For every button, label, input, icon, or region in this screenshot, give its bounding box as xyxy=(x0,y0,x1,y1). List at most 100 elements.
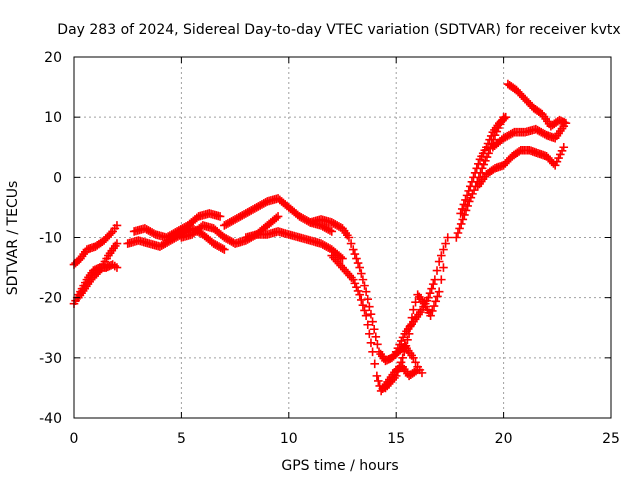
series-track-15 xyxy=(473,142,569,191)
data-point xyxy=(457,204,467,214)
data-point xyxy=(356,295,366,305)
data-point xyxy=(439,245,448,254)
data-point xyxy=(409,353,418,363)
data-point xyxy=(361,311,371,321)
series-track-10 xyxy=(327,251,422,396)
x-axis-label: GPS time / hours xyxy=(281,458,398,474)
data-point xyxy=(559,142,569,152)
data-point xyxy=(396,358,406,367)
y-tick-label: -30 xyxy=(39,351,62,367)
data-point xyxy=(373,339,382,349)
data-point xyxy=(411,297,420,307)
data-point xyxy=(460,210,469,220)
series-track-16 xyxy=(488,121,569,152)
data-point xyxy=(353,258,363,268)
data-point xyxy=(432,266,442,275)
data-point xyxy=(363,320,373,330)
data-point xyxy=(368,317,377,327)
data-point xyxy=(355,263,364,272)
y-tick-label: -40 xyxy=(39,411,62,427)
data-point xyxy=(427,306,437,316)
axis-ticks xyxy=(73,56,612,419)
data-point xyxy=(458,215,468,224)
y-tick-label: -10 xyxy=(39,231,62,247)
data-point xyxy=(409,305,418,314)
data-point xyxy=(220,245,229,254)
data-point xyxy=(360,281,369,290)
data-point xyxy=(461,206,471,215)
x-tick-label: 5 xyxy=(177,431,186,447)
data-point xyxy=(462,191,472,200)
data-point xyxy=(344,233,354,242)
data-point xyxy=(391,371,401,381)
data-point xyxy=(358,275,368,284)
data-point xyxy=(561,118,571,128)
data-point xyxy=(459,200,469,209)
data-point xyxy=(469,173,478,182)
chart-title: Day 283 of 2024, Sidereal Day-to-day VTE… xyxy=(57,22,620,38)
data-point xyxy=(452,233,461,242)
data-point xyxy=(348,245,358,254)
x-tick-label: 25 xyxy=(602,431,620,447)
data-point xyxy=(372,371,382,381)
data-point xyxy=(366,309,376,319)
data-point xyxy=(338,254,347,263)
data-point xyxy=(112,239,122,248)
data-point xyxy=(425,288,435,298)
data-point xyxy=(466,182,475,191)
data-point xyxy=(356,269,366,278)
data-point xyxy=(346,239,356,248)
data-point xyxy=(365,302,374,311)
series-track-14 xyxy=(456,112,511,218)
x-tick-label: 15 xyxy=(387,431,405,447)
data-point xyxy=(429,301,439,311)
data-point xyxy=(352,282,361,292)
data-point xyxy=(215,212,225,221)
data-point xyxy=(433,292,442,301)
data-point xyxy=(350,249,360,259)
data-point xyxy=(393,367,403,376)
series-track-17 xyxy=(503,79,571,131)
data-point xyxy=(368,347,377,357)
data-point xyxy=(472,164,482,173)
series-track-8 xyxy=(241,227,347,263)
data-point xyxy=(467,177,477,187)
data-point xyxy=(501,112,511,122)
data-point xyxy=(360,306,369,315)
data-point xyxy=(112,221,122,230)
data-point xyxy=(453,228,463,238)
data-point xyxy=(370,359,380,369)
data-point xyxy=(350,279,360,288)
data-point xyxy=(353,286,363,296)
data-point xyxy=(371,332,381,342)
data-point xyxy=(470,168,480,178)
data-point xyxy=(395,362,404,372)
data-point xyxy=(455,224,464,233)
data-point xyxy=(358,300,368,310)
y-tick-label: 0 xyxy=(53,170,62,186)
data-point xyxy=(411,358,420,367)
y-axis-label: SDTVAR / TECUs xyxy=(5,181,21,296)
data-point xyxy=(424,293,433,302)
data-point xyxy=(399,347,409,357)
data-point xyxy=(273,212,283,221)
x-tick-label: 20 xyxy=(495,431,513,447)
data-point xyxy=(426,311,435,321)
data-point xyxy=(461,195,470,205)
series-track-5 xyxy=(129,209,225,242)
series-track-12 xyxy=(391,233,453,357)
data-point xyxy=(403,335,412,345)
data-point xyxy=(352,254,361,263)
data-point xyxy=(439,263,448,272)
data-point xyxy=(398,353,407,363)
data-point xyxy=(366,338,376,348)
data-point xyxy=(456,209,465,218)
y-tick-label: 20 xyxy=(44,50,62,66)
data-point xyxy=(428,279,438,289)
data-point xyxy=(434,287,444,296)
data-point xyxy=(427,284,436,293)
data-point xyxy=(437,251,446,260)
data-point xyxy=(443,233,453,242)
data-point xyxy=(361,287,371,296)
